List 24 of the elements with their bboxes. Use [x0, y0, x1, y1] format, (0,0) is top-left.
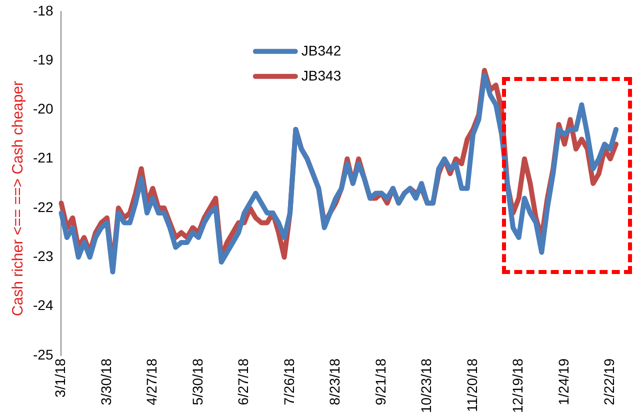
- x-tick-label: 9/21/18: [372, 358, 388, 406]
- legend-label: JB343: [301, 67, 342, 84]
- y-tick-label: -19: [33, 51, 54, 68]
- x-tick-label: 8/23/18: [326, 358, 343, 406]
- legend-label: JB342: [301, 42, 342, 58]
- y-tick-label: -21: [33, 150, 54, 166]
- x-tick-label: 5/30/18: [189, 358, 206, 406]
- x-tick-label: 2/22/19: [601, 358, 618, 406]
- x-tick-label: 12/19/18: [510, 358, 526, 414]
- y-tick-label: -18: [33, 2, 54, 18]
- y-tick-label: -23: [33, 248, 54, 264]
- y-tick-label: -24: [33, 297, 54, 314]
- y-tick-label: -22: [33, 198, 54, 215]
- y-tick-label: -20: [33, 100, 54, 117]
- x-tick-label: 7/26/18: [280, 358, 297, 406]
- x-tick-label: 3/1/18: [52, 358, 68, 398]
- x-tick-label: 3/30/18: [98, 358, 114, 406]
- x-tick-label: 4/27/18: [144, 358, 160, 406]
- x-tick-label: 11/20/18: [464, 358, 480, 412]
- x-tick-label: 6/27/18: [235, 358, 252, 406]
- y-tick-label: -25: [33, 346, 54, 362]
- x-tick-label: 10/23/18: [418, 358, 434, 414]
- y-axis-title: Cash richer <== ==> Cash cheaper: [10, 80, 26, 318]
- x-tick-label: 1/24/19: [555, 358, 572, 406]
